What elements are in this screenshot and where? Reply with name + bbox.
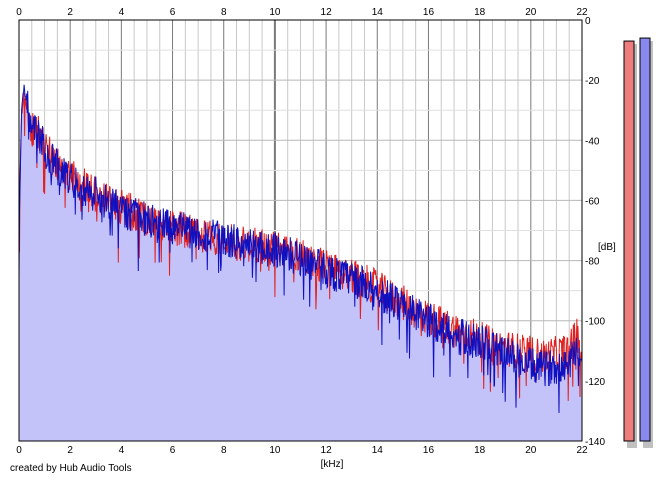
y-tick-label: -120 (585, 377, 605, 388)
spectrum-area-fill (19, 84, 582, 441)
x-tick-label-bottom: 12 (321, 445, 333, 456)
spectrum-lines (18, 84, 583, 414)
x-tick-label-bottom: 14 (372, 445, 384, 456)
y-axis-ticks: 0 -20 -40 -60 -80 -100 -120 -140 (585, 16, 605, 448)
x-tick-label-top: 18 (474, 7, 486, 18)
x-tick-label-top: 10 (269, 7, 281, 18)
y-axis-label: [dB] (598, 242, 616, 253)
credit-text: created by Hub Audio Tools (10, 463, 132, 474)
x-tick-label-top: 8 (221, 7, 227, 18)
plot-frame (18, 19, 583, 442)
level-meter-left (623, 40, 635, 442)
x-tick-label-top: 22 (576, 7, 588, 18)
x-tick-label-bottom: 10 (269, 445, 281, 456)
x-axis-bottom-ticks: 0 2 4 6 8 10 12 14 16 18 20 22 (16, 445, 588, 456)
x-tick-label-bottom: 4 (119, 445, 125, 456)
x-tick-label-top: 12 (321, 7, 333, 18)
x-tick-label-bottom: 8 (221, 445, 227, 456)
level-meters (623, 37, 653, 449)
y-tick-label: -40 (585, 136, 600, 147)
x-tick-label-bottom: 22 (576, 445, 588, 456)
x-tick-label-top: 4 (119, 7, 125, 18)
level-meter-right (639, 37, 651, 442)
y-tick-label: -100 (585, 317, 605, 328)
x-tick-label-top: 6 (170, 7, 176, 18)
x-axis-label: [kHz] (321, 459, 344, 470)
x-tick-label-top: 20 (525, 7, 537, 18)
y-tick-label: 0 (585, 16, 591, 27)
x-tick-label-top: 14 (372, 7, 384, 18)
x-tick-label-top: 0 (16, 7, 22, 18)
x-tick-label-bottom: 2 (67, 445, 73, 456)
y-tick-label: -140 (585, 437, 605, 448)
series-line-right (18, 84, 583, 414)
x-tick-label-bottom: 16 (423, 445, 435, 456)
y-tick-label: -60 (585, 196, 600, 207)
x-tick-label-bottom: 20 (525, 445, 537, 456)
x-axis-top-ticks: 0 2 4 6 8 10 12 14 16 18 20 22 (16, 7, 588, 18)
x-tick-label-top: 16 (423, 7, 435, 18)
x-tick-label-top: 2 (67, 7, 73, 18)
x-tick-label-bottom: 6 (170, 445, 176, 456)
x-tick-label-bottom: 0 (16, 445, 22, 456)
y-tick-label: -80 (585, 257, 600, 268)
y-tick-label: -20 (585, 76, 600, 87)
x-tick-label-bottom: 18 (474, 445, 486, 456)
